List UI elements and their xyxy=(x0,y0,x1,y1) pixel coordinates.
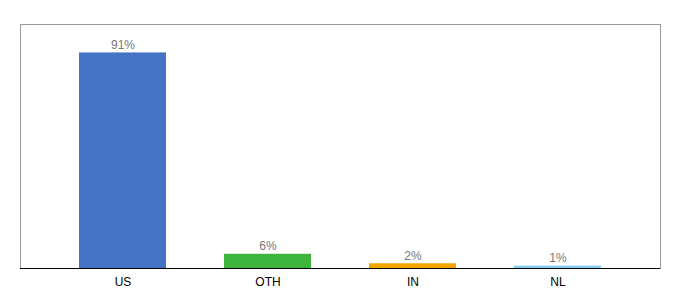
svg-text:OTH: OTH xyxy=(255,275,280,289)
svg-text:91%: 91% xyxy=(111,38,135,52)
svg-text:US: US xyxy=(115,275,132,289)
svg-text:IN: IN xyxy=(407,275,419,289)
svg-text:1%: 1% xyxy=(549,251,567,265)
svg-text:2%: 2% xyxy=(404,249,422,263)
svg-text:6%: 6% xyxy=(259,239,277,253)
svg-text:NL: NL xyxy=(550,275,566,289)
